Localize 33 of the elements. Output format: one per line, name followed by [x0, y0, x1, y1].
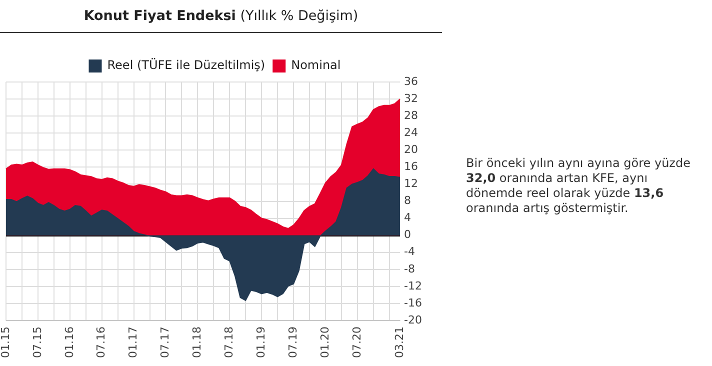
- x-tick-label: 03.21: [392, 326, 406, 358]
- x-tick-label: 01.19: [254, 326, 268, 358]
- y-tick-label: 24: [404, 126, 418, 139]
- y-tick-label: -20: [404, 313, 422, 326]
- y-tick-label: 28: [404, 108, 418, 122]
- x-tick-label: 01.17: [126, 326, 140, 358]
- y-tick-label: 4: [404, 211, 412, 224]
- x-tick-label: 01.18: [190, 326, 204, 358]
- x-tick-label: 01.15: [0, 326, 12, 358]
- chart-subtitle: (Yıllık % Değişim): [240, 8, 358, 24]
- x-tick-label: 07.20: [350, 326, 364, 358]
- y-tick-label: -4: [404, 245, 416, 258]
- x-tick-label: 01.16: [62, 326, 76, 358]
- y-tick-label: 8: [404, 194, 412, 208]
- y-tick-label: -16: [404, 296, 422, 310]
- y-tick-label: -8: [404, 262, 416, 276]
- y-tick-label: 36: [404, 74, 418, 88]
- y-tick-label: -12: [404, 279, 422, 292]
- x-tick-label: 01.20: [318, 326, 332, 358]
- x-tick-label: 07.19: [286, 326, 300, 358]
- x-tick-label: 07.15: [30, 326, 44, 358]
- legend-label: Reel (TÜFE ile Düzeltilmiş): [107, 58, 266, 72]
- x-tick-label: 07.16: [94, 326, 108, 358]
- chart-title: Konut Fiyat Endeksi: [84, 8, 236, 24]
- y-tick-label: 12: [404, 177, 418, 190]
- y-tick-label: 20: [404, 143, 418, 156]
- x-tick-label: 07.17: [158, 326, 172, 358]
- legend-label: Nominal: [291, 58, 341, 72]
- text: Bir önceki yılın aynı ayına göre yüzde 32,0 oranında artan KFE, aynı dönemde reel olarak yüzde 13,6 oranında artış göstermiştir.: [466, 156, 692, 216]
- y-tick-label: 0: [404, 228, 412, 242]
- x-tick-label: 07.18: [222, 326, 236, 358]
- y-tick-label: 32: [404, 92, 418, 105]
- y-tick-label: 16: [404, 160, 418, 174]
